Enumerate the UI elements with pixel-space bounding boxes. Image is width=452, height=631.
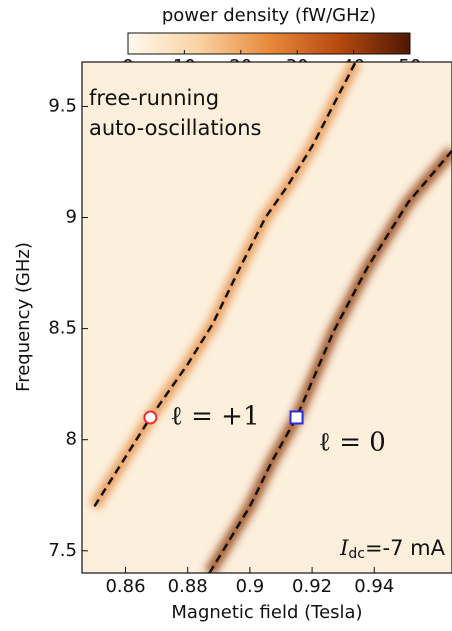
heatmap-background bbox=[82, 62, 452, 573]
current-label-part: dc bbox=[348, 546, 365, 562]
y-tick-label: 9.5 bbox=[48, 95, 77, 116]
mode-line bbox=[208, 150, 452, 573]
current-label-part: =-7 mA bbox=[365, 536, 446, 560]
y-tick-label: 9 bbox=[66, 207, 77, 228]
mode-label: ℓ = 0 bbox=[319, 427, 386, 457]
colorbar-title: power density (fW/GHz) bbox=[162, 5, 376, 26]
y-axis-title: Frequency (GHz) bbox=[13, 242, 34, 392]
y-tick-label: 7.5 bbox=[48, 540, 77, 561]
y-tick-label: 8.5 bbox=[48, 318, 77, 339]
y-tick-label: 8 bbox=[66, 429, 77, 450]
x-tick-label: 0.86 bbox=[105, 576, 145, 597]
mode-marker bbox=[143, 410, 158, 425]
mode-label: ℓ = +1 bbox=[170, 401, 259, 431]
x-tick-label: 0.88 bbox=[168, 576, 208, 597]
annotation: free-running bbox=[89, 86, 219, 110]
current-label-part: I bbox=[339, 536, 349, 560]
x-axis-title: Magnetic field (Tesla) bbox=[171, 602, 362, 623]
mode-marker bbox=[289, 410, 304, 425]
current-label: Idc=-7 mA bbox=[339, 536, 446, 563]
x-tick-label: 0.94 bbox=[354, 576, 394, 597]
x-tick-label: 0.9 bbox=[236, 576, 265, 597]
x-tick-label: 0.92 bbox=[292, 576, 332, 597]
mode-line bbox=[93, 62, 357, 508]
colorbar bbox=[127, 32, 411, 55]
plot-frame bbox=[81, 61, 452, 574]
plot-area bbox=[89, 62, 452, 573]
annotation: auto-oscillations bbox=[89, 116, 262, 140]
